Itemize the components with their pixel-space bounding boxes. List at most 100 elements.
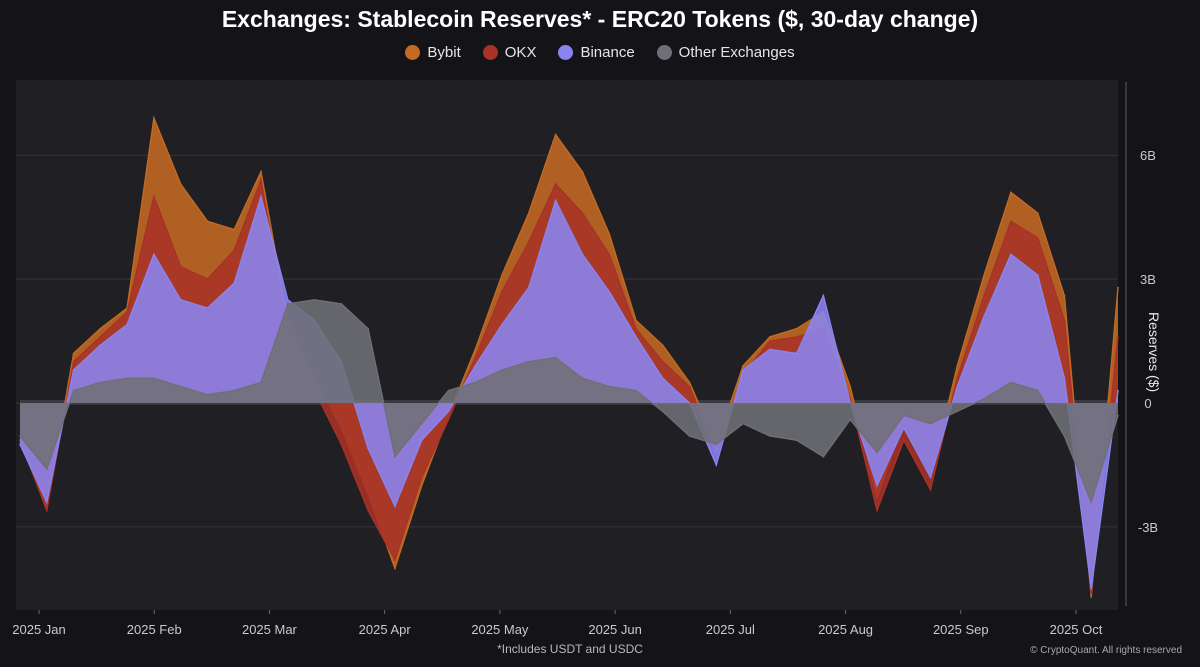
point-binance-24 <box>661 377 664 380</box>
point-binance-6 <box>179 299 182 301</box>
point-okx-19 <box>528 241 530 243</box>
legend-item-bybit[interactable]: Bybit <box>405 44 461 61</box>
point-bybit-21 <box>581 170 584 173</box>
legend-item-okx[interactable]: OKX <box>482 44 537 61</box>
point-binance-33 <box>903 427 905 429</box>
point-okx-16 <box>447 418 450 421</box>
point-bybit-25 <box>688 381 691 384</box>
point-other-exchanges-12 <box>340 303 343 305</box>
point-other-exchanges-15 <box>420 422 423 425</box>
point-bybit-24 <box>661 344 664 347</box>
point-okx-32 <box>876 509 878 512</box>
point-binance-36 <box>983 315 985 318</box>
legend-item-other-exchanges[interactable]: Other Exchanges <box>656 44 795 61</box>
point-binance-3 <box>99 344 102 347</box>
point-other-exchanges-41 <box>1117 414 1119 417</box>
point-other-exchanges-10 <box>287 303 289 305</box>
point-binance-37 <box>1010 253 1012 256</box>
line-binance <box>19 193 1119 589</box>
legend-marker-okx <box>482 45 498 60</box>
point-okx-24 <box>661 360 664 363</box>
point-bybit-8 <box>233 228 235 231</box>
point-other-exchanges-6 <box>179 385 182 388</box>
point-other-exchanges-31 <box>849 418 851 421</box>
point-bybit-17 <box>474 348 477 351</box>
y-axis-label: Reserves ($) <box>1146 312 1162 393</box>
point-binance-17 <box>474 365 477 367</box>
point-other-exchanges-27 <box>742 422 744 425</box>
x-tick-label-6: 2025 Jul <box>706 622 755 637</box>
point-other-exchanges-8 <box>233 389 235 392</box>
point-okx-17 <box>474 356 477 359</box>
point-other-exchanges-3 <box>99 381 102 384</box>
point-okx-40 <box>1090 592 1092 594</box>
point-binance-20 <box>554 199 557 202</box>
y-tick-label-1: 3B <box>1140 272 1156 287</box>
legend-label-okx: OKX <box>504 44 537 61</box>
point-other-exchanges-13 <box>367 327 369 330</box>
point-bybit-27 <box>742 365 744 367</box>
point-other-exchanges-25 <box>688 435 691 437</box>
series-areas <box>19 115 1119 598</box>
point-bybit-35 <box>956 365 959 367</box>
point-bybit-37 <box>1010 191 1012 194</box>
point-binance-7 <box>206 307 209 309</box>
point-bybit-18 <box>501 274 503 276</box>
point-okx-22 <box>608 253 610 256</box>
point-okx-20 <box>554 183 557 185</box>
legend-item-binance[interactable]: Binance <box>558 44 635 61</box>
legend-label-other-exchanges: Other Exchanges <box>678 44 795 61</box>
point-binance-39 <box>1063 377 1066 380</box>
point-other-exchanges-37 <box>1010 381 1012 384</box>
x-tick-label-3: 2025 Apr <box>359 622 412 637</box>
point-other-exchanges-1 <box>46 468 48 470</box>
x-tick-label-4: 2025 May <box>471 622 529 637</box>
credit: © CryptoQuant. All rights reserved <box>1030 645 1182 656</box>
point-other-exchanges-19 <box>528 360 530 363</box>
point-okx-34 <box>929 488 932 491</box>
point-binance-27 <box>742 369 744 371</box>
point-binance-32 <box>876 484 878 487</box>
legend-label-bybit: Bybit <box>427 44 461 61</box>
point-other-exchanges-38 <box>1036 389 1039 392</box>
point-binance-26 <box>715 464 718 466</box>
point-binance-35 <box>956 385 959 388</box>
point-bybit-15 <box>420 484 423 487</box>
point-bybit-40 <box>1090 596 1092 598</box>
legend: Bybit OKX Binance Other Exchanges <box>0 44 1200 61</box>
point-other-exchanges-23 <box>635 389 637 392</box>
point-other-exchanges-29 <box>795 439 798 442</box>
point-other-exchanges-14 <box>394 455 396 458</box>
point-okx-38 <box>1036 237 1039 239</box>
point-okx-5 <box>153 195 155 198</box>
point-binance-23 <box>635 336 637 338</box>
point-bybit-31 <box>849 385 851 388</box>
point-other-exchanges-11 <box>313 299 316 301</box>
point-bybit-39 <box>1063 294 1066 297</box>
legend-marker-bybit <box>405 45 421 60</box>
point-bybit-41 <box>1117 286 1119 289</box>
point-okx-15 <box>420 476 423 479</box>
point-binance-9 <box>260 195 262 198</box>
point-other-exchanges-24 <box>661 410 664 413</box>
point-binance-41 <box>1117 389 1119 392</box>
point-binance-13 <box>367 447 369 450</box>
point-binance-8 <box>233 282 235 285</box>
point-binance-19 <box>528 286 530 289</box>
point-bybit-20 <box>554 133 557 136</box>
point-okx-28 <box>769 340 771 342</box>
point-other-exchanges-26 <box>715 443 718 446</box>
point-okx-18 <box>501 290 503 293</box>
y-tick-label-3: -3B <box>1138 520 1158 535</box>
point-binance-18 <box>501 323 503 326</box>
x-tick-label-1: 2025 Feb <box>127 622 182 637</box>
point-bybit-14 <box>394 567 396 569</box>
point-other-exchanges-28 <box>769 435 771 437</box>
x-tick-label-0: 2025 Jan <box>12 622 66 637</box>
point-bybit-6 <box>179 183 182 185</box>
point-binance-16 <box>447 410 450 413</box>
point-other-exchanges-35 <box>956 410 959 413</box>
point-binance-22 <box>608 290 610 293</box>
point-binance-14 <box>394 505 396 508</box>
